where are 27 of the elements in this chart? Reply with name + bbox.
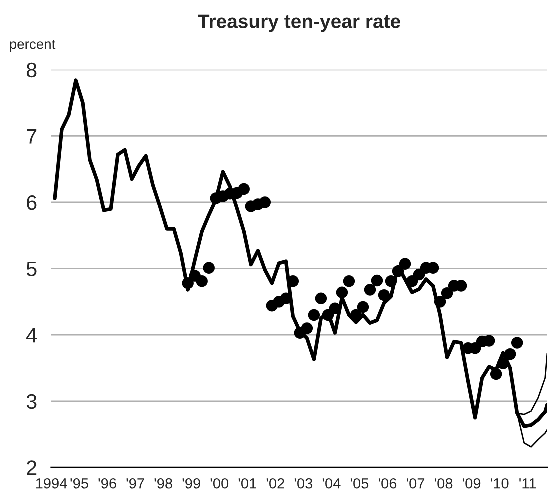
y-tick-label: 5 <box>26 262 37 277</box>
y-tick-label: 2 <box>27 460 37 476</box>
y-tick-label: 3 <box>26 394 37 410</box>
x-tick-label: '98 <box>154 478 172 489</box>
x-tick-label: '97 <box>126 478 144 489</box>
x-tick-label: '00 <box>210 478 229 489</box>
x-tick-label: '95 <box>70 478 88 489</box>
y-tick-label: 7 <box>27 129 37 144</box>
x-tick-label: '05 <box>350 478 369 489</box>
x-tick-label: '01 <box>238 478 256 489</box>
chart-title: Treasury ten-year rate <box>198 14 400 32</box>
x-tick-label: '09 <box>463 478 481 489</box>
x-tick-label: '06 <box>378 478 397 489</box>
x-tick-label: '04 <box>322 478 341 489</box>
x-tick-label: '07 <box>407 478 425 489</box>
y-axis-title: percent <box>10 40 56 52</box>
x-tick-label: 1994 <box>36 478 68 489</box>
x-tick-label: '02 <box>266 478 284 489</box>
x-tick-label: '11 <box>520 478 536 489</box>
y-tick-label: 6 <box>27 195 37 210</box>
y-tick-label: 8 <box>26 62 37 78</box>
x-tick-label: '03 <box>294 478 313 489</box>
x-tick-label: '08 <box>435 478 453 489</box>
x-tick-label: '96 <box>98 478 116 489</box>
y-tick-label: 4 <box>26 328 38 343</box>
x-tick-label: '99 <box>182 478 200 489</box>
x-tick-label: '10 <box>491 478 509 489</box>
